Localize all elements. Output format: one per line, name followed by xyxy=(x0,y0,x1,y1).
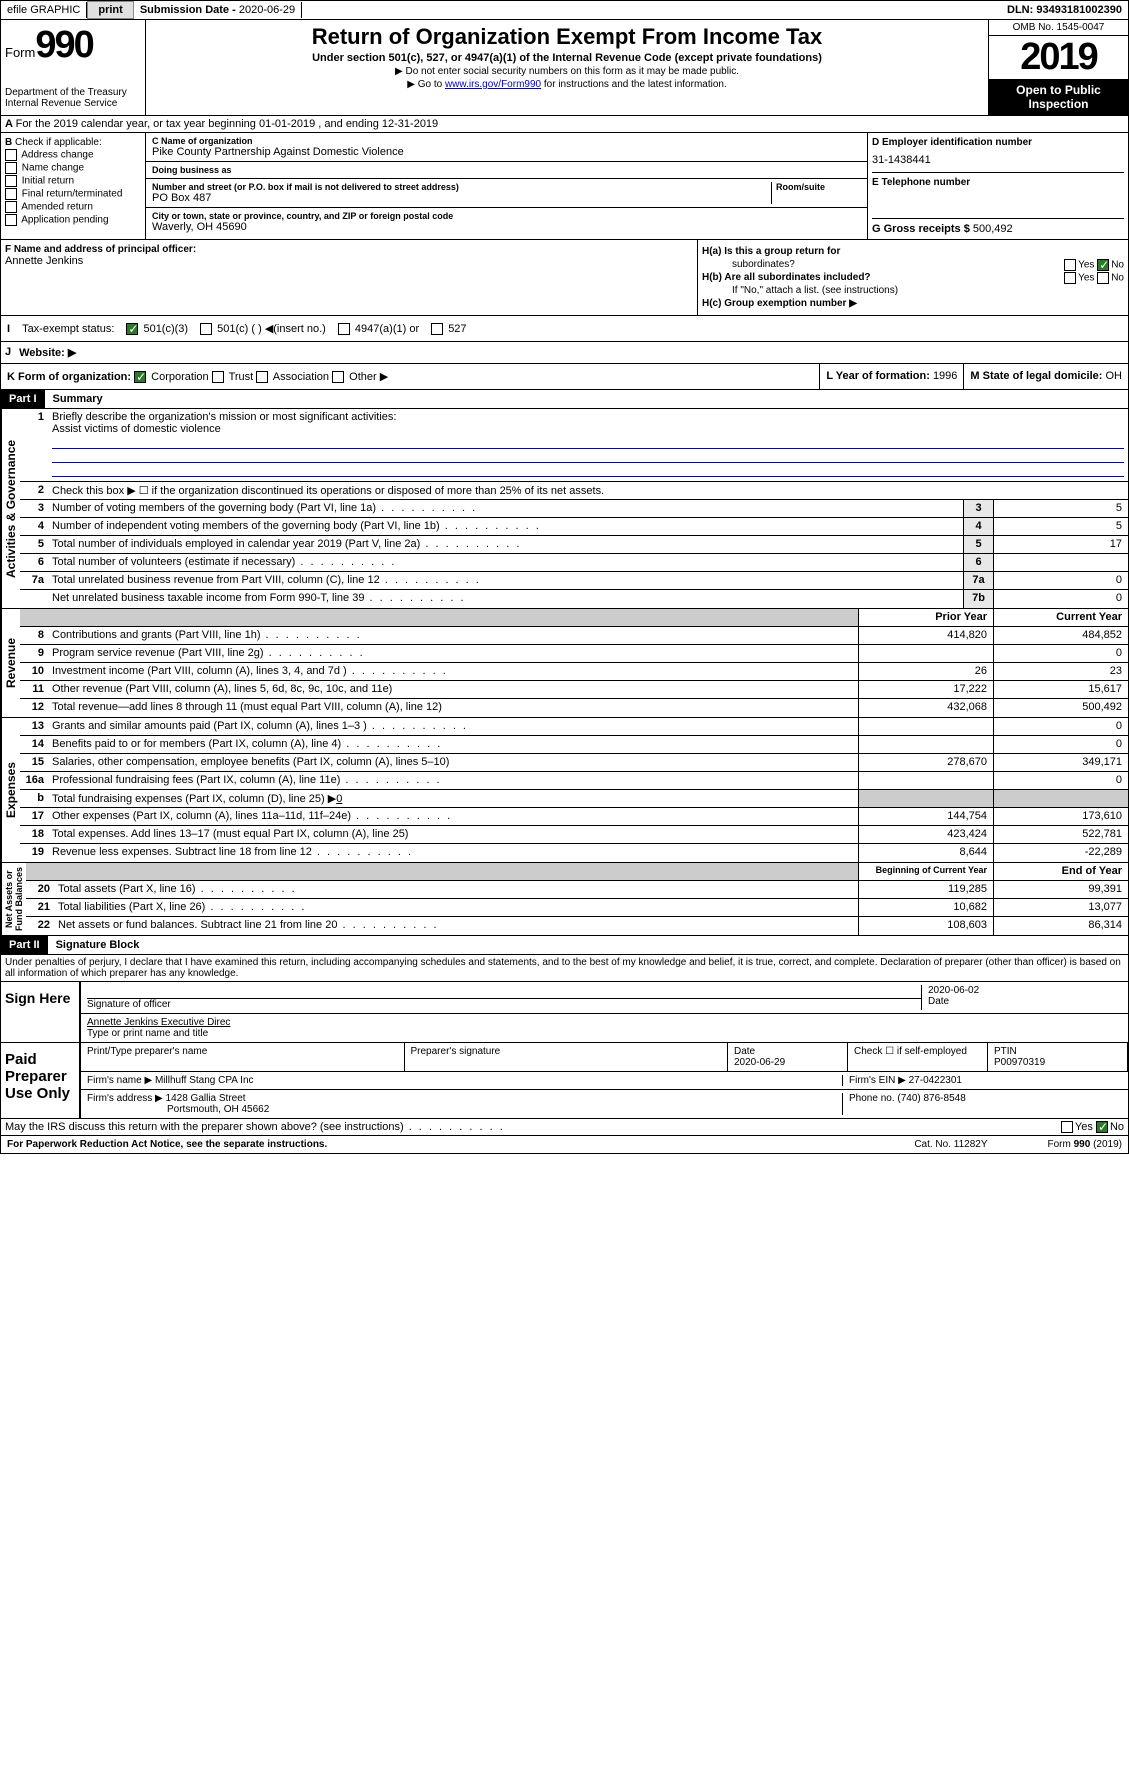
section-net: Net Assets orFund Balances Beginning of … xyxy=(0,863,1129,936)
irs-label: Internal Revenue Service xyxy=(5,98,141,109)
org-name-label: C Name of organization xyxy=(152,136,861,146)
phone-label: E Telephone number xyxy=(872,172,1124,188)
room-label: Room/suite xyxy=(771,182,861,204)
year-formation: L Year of formation: 1996 xyxy=(820,364,964,389)
self-employed: Check ☐ if self-employed xyxy=(848,1043,988,1072)
line-k: K Form of organization: Corporation Trus… xyxy=(0,364,1129,390)
prep-sig-label: Preparer's signature xyxy=(405,1043,729,1072)
line-i: I Tax-exempt status: 501(c)(3) 501(c) ( … xyxy=(0,316,1129,342)
sign-here-label: Sign Here xyxy=(1,982,81,1042)
form-number: 990 xyxy=(35,24,92,66)
form-label: Form xyxy=(5,45,35,60)
ein-value: 31-1438441 xyxy=(872,154,1124,166)
omb-number: OMB No. 1545-0047 xyxy=(989,20,1128,36)
gross-receipts: G Gross receipts $ 500,492 xyxy=(872,218,1124,235)
section-governance: Activities & Governance 1Briefly describ… xyxy=(0,409,1129,609)
col-c: C Name of organizationPike County Partne… xyxy=(146,133,868,239)
vert-expenses: Expenses xyxy=(1,718,20,862)
h-c: H(c) Group exemption number ▶ xyxy=(702,298,1124,309)
section-expenses: Expenses 13Grants and similar amounts pa… xyxy=(0,718,1129,863)
cb-final[interactable]: Final return/terminated xyxy=(5,188,141,200)
h-a: H(a) Is this a group return for xyxy=(702,246,1124,257)
cb-501c3[interactable]: 501(c)(3) xyxy=(126,323,188,335)
vert-revenue: Revenue xyxy=(1,609,20,717)
dln: DLN: 93493181002390 xyxy=(1001,2,1128,18)
discuss-row: May the IRS discuss this return with the… xyxy=(0,1119,1129,1136)
prep-date: Date2020-06-29 xyxy=(728,1043,848,1072)
cat-no: Cat. No. 11282Y xyxy=(914,1139,987,1150)
part1-header: Part ISummary xyxy=(0,390,1129,409)
section-fgh: F Name and address of principal officer:… xyxy=(0,240,1129,316)
open-public: Open to PublicInspection xyxy=(989,79,1128,115)
submission-date: Submission Date - 2020-06-29 xyxy=(134,2,302,18)
form-header: Form990 Department of the Treasury Inter… xyxy=(0,20,1129,116)
cb-pending[interactable]: Application pending xyxy=(5,214,141,226)
note-ssn: ▶ Do not enter social security numbers o… xyxy=(150,66,984,77)
pra-notice: For Paperwork Reduction Act Notice, see … xyxy=(7,1139,327,1150)
cb-amended[interactable]: Amended return xyxy=(5,201,141,213)
line-a: A For the 2019 calendar year, or tax yea… xyxy=(0,116,1129,133)
prep-name-label: Print/Type preparer's name xyxy=(81,1043,405,1072)
paid-label: Paid Preparer Use Only xyxy=(1,1043,81,1118)
ptin: PTINP00970319 xyxy=(988,1043,1128,1072)
h-b2: If "No," attach a list. (see instruction… xyxy=(732,285,1124,296)
cb-initial[interactable]: Initial return xyxy=(5,175,141,187)
efile-label: efile GRAPHIC xyxy=(1,2,87,18)
dept-label: Department of the Treasury xyxy=(5,87,141,98)
officer-name: Annette Jenkins xyxy=(5,255,693,267)
ein-label: D Employer identification number xyxy=(872,137,1124,148)
section-revenue: Revenue Prior YearCurrent Year 8Contribu… xyxy=(0,609,1129,718)
cb-name[interactable]: Name change xyxy=(5,162,141,174)
paid-preparer: Paid Preparer Use Only Print/Type prepar… xyxy=(0,1043,1129,1119)
form-title: Return of Organization Exempt From Incom… xyxy=(150,24,984,50)
sign-here: Sign Here Signature of officer2020-06-02… xyxy=(0,982,1129,1043)
tax-year: 2019 xyxy=(989,36,1128,79)
col-d: D Employer identification number 31-1438… xyxy=(868,133,1128,239)
cb-527[interactable]: 527 xyxy=(431,323,466,335)
city-label: City or town, state or province, country… xyxy=(152,211,861,221)
vert-net: Net Assets orFund Balances xyxy=(1,863,26,935)
vert-governance: Activities & Governance xyxy=(1,409,20,608)
officer-label: F Name and address of principal officer: xyxy=(5,244,693,255)
line-j: JWebsite: ▶ xyxy=(0,342,1129,364)
org-address: PO Box 487 xyxy=(152,192,771,204)
note-link: ▶ Go to www.irs.gov/Form990 for instruct… xyxy=(150,79,984,90)
part2-header: Part IISignature Block xyxy=(0,936,1129,955)
form-ref: Form 990 (2019) xyxy=(1048,1139,1122,1150)
cb-address[interactable]: Address change xyxy=(5,149,141,161)
col-b: B Check if applicable: Address change Na… xyxy=(1,133,146,239)
irs-link[interactable]: www.irs.gov/Form990 xyxy=(445,79,541,90)
cb-501c[interactable]: 501(c) ( ) ◀(insert no.) xyxy=(200,322,326,335)
form-subtitle: Under section 501(c), 527, or 4947(a)(1)… xyxy=(150,52,984,64)
penalty-text: Under penalties of perjury, I declare th… xyxy=(0,955,1129,982)
section-bcd: B Check if applicable: Address change Na… xyxy=(0,133,1129,240)
form-footer: For Paperwork Reduction Act Notice, see … xyxy=(0,1136,1129,1154)
org-name: Pike County Partnership Against Domestic… xyxy=(152,146,861,158)
cb-4947[interactable]: 4947(a)(1) or xyxy=(338,323,419,335)
print-button[interactable]: print xyxy=(87,1,133,19)
h-b: H(b) Are all subordinates included? Yes … xyxy=(702,272,1124,283)
h-a2: subordinates? Yes No xyxy=(702,259,1124,270)
top-bar: efile GRAPHIC print Submission Date - 20… xyxy=(0,0,1129,20)
addr-label: Number and street (or P.O. box if mail i… xyxy=(152,182,771,192)
state-domicile: M State of legal domicile: OH xyxy=(964,364,1128,389)
org-city: Waverly, OH 45690 xyxy=(152,221,861,233)
dba-label: Doing business as xyxy=(152,165,861,175)
